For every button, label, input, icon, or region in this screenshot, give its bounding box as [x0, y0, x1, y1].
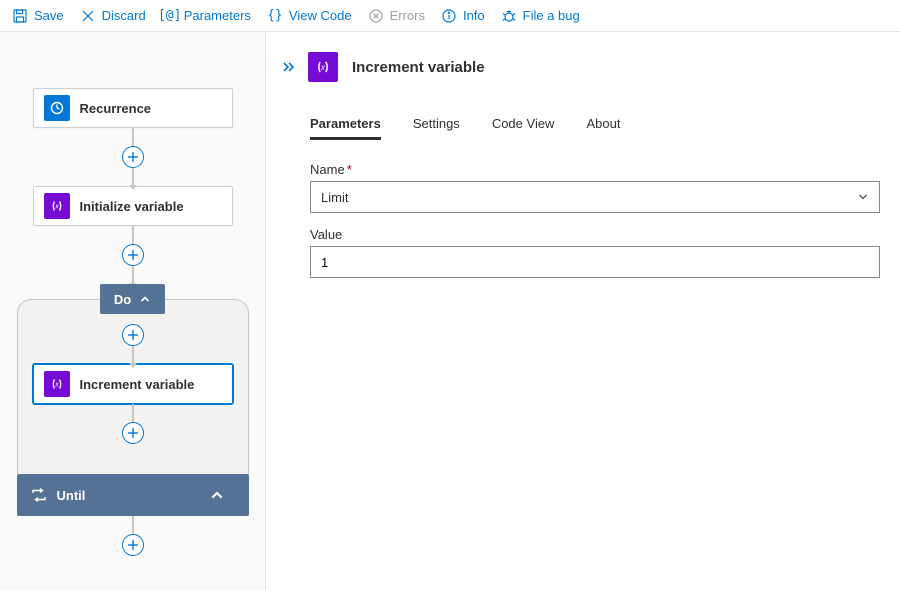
connector [132, 168, 134, 186]
do-scope-body: x Increment variable [17, 299, 249, 474]
card-label: Recurrence [80, 101, 152, 116]
add-step-button[interactable] [122, 146, 144, 168]
add-step-button[interactable] [122, 422, 144, 444]
collapse-pane-button[interactable] [278, 56, 300, 78]
label-text: Name [310, 162, 345, 177]
tab-parameters[interactable]: Parameters [310, 110, 381, 140]
parameters-form: Name* Limit Value [310, 162, 880, 278]
field-label-name: Name* [310, 162, 880, 177]
info-icon [441, 8, 457, 24]
do-scope-header[interactable]: Do [100, 284, 165, 314]
variable-icon: x [44, 193, 70, 219]
bug-icon [501, 8, 517, 24]
save-icon [12, 8, 28, 24]
required-asterisk: * [347, 162, 352, 177]
do-label: Do [114, 292, 131, 307]
field-label-value: Value [310, 227, 880, 242]
connector [132, 404, 134, 422]
viewcode-button[interactable]: {} View Code [259, 0, 360, 32]
svg-text:x: x [320, 63, 326, 72]
braces-icon: {} [267, 8, 283, 24]
tab-codeview[interactable]: Code View [492, 110, 555, 140]
value-input[interactable] [310, 246, 880, 278]
save-button[interactable]: Save [4, 0, 72, 32]
action-card-increment-variable[interactable]: x Increment variable [33, 364, 233, 404]
until-scope-header[interactable]: Until [17, 474, 249, 516]
svg-text:x: x [54, 204, 59, 211]
chevrons-right-icon [281, 59, 297, 75]
add-step-button[interactable] [122, 534, 144, 556]
designer-canvas[interactable]: Recurrence x Initialize variable Do [0, 32, 266, 590]
loop-icon [31, 487, 47, 503]
discard-icon [80, 8, 96, 24]
connector [132, 266, 134, 284]
pane-title: Increment variable [352, 59, 485, 76]
errors-button: Errors [360, 0, 433, 32]
viewcode-label: View Code [289, 8, 352, 23]
name-selected-value: Limit [321, 190, 348, 205]
connector [132, 516, 134, 534]
tab-about[interactable]: About [586, 110, 620, 140]
add-step-button[interactable] [122, 324, 144, 346]
command-bar: Save Discard [@] Parameters {} View Code… [0, 0, 900, 32]
tab-settings[interactable]: Settings [413, 110, 460, 140]
svg-text:x: x [54, 382, 59, 389]
name-dropdown[interactable]: Limit [310, 181, 880, 213]
until-label: Until [57, 488, 86, 503]
clock-icon [44, 95, 70, 121]
parameters-icon: [@] [162, 8, 178, 24]
errors-icon [368, 8, 384, 24]
parameters-label: Parameters [184, 8, 251, 23]
variable-icon: x [44, 371, 70, 397]
add-step-button[interactable] [122, 244, 144, 266]
filebug-button[interactable]: File a bug [493, 0, 588, 32]
discard-label: Discard [102, 8, 146, 23]
info-label: Info [463, 8, 485, 23]
trigger-card-recurrence[interactable]: Recurrence [33, 88, 233, 128]
chevron-up-icon [209, 487, 225, 503]
variable-icon: x [308, 52, 338, 82]
details-pane: x Increment variable Parameters Settings… [266, 32, 900, 590]
card-label: Increment variable [80, 377, 195, 392]
chevron-up-icon [139, 293, 151, 305]
pane-tabs: Parameters Settings Code View About [310, 110, 880, 140]
connector [132, 346, 134, 364]
chevron-down-icon [857, 191, 869, 203]
save-label: Save [34, 8, 64, 23]
info-button[interactable]: Info [433, 0, 493, 32]
parameters-button[interactable]: [@] Parameters [154, 0, 259, 32]
discard-button[interactable]: Discard [72, 0, 154, 32]
filebug-label: File a bug [523, 8, 580, 23]
errors-label: Errors [390, 8, 425, 23]
action-card-initialize-variable[interactable]: x Initialize variable [33, 186, 233, 226]
connector [132, 226, 134, 244]
card-label: Initialize variable [80, 199, 184, 214]
connector [132, 128, 134, 146]
